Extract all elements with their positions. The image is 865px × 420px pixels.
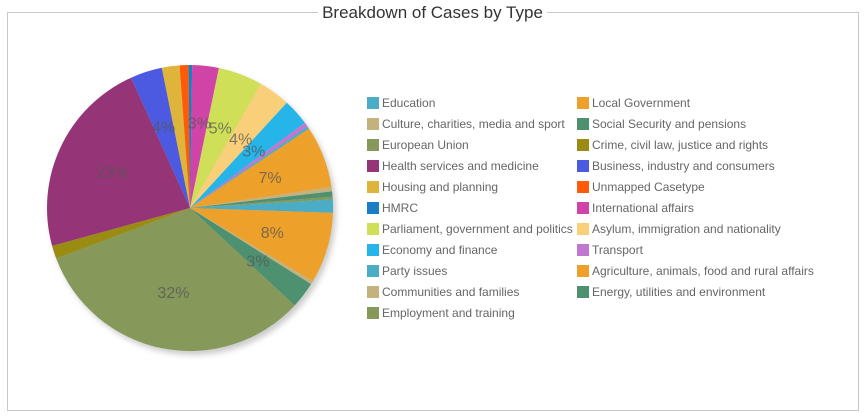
legend-label: Social Security and pensions [592, 117, 747, 131]
pie-slice[interactable] [190, 196, 333, 208]
legend-label: Communities and families [382, 285, 520, 299]
legend-label: Education [382, 96, 436, 110]
legend-swatch [577, 202, 589, 214]
pie-slice[interactable] [190, 83, 287, 208]
legend-swatch [367, 223, 379, 235]
legend-label: Employment and training [382, 306, 515, 320]
legend-label: Health services and medicine [382, 159, 539, 173]
slice-percent-label: 4% [152, 119, 175, 136]
legend-label: Business, industry and consumers [592, 159, 775, 173]
legend-label: Crime, civil law, justice and rights [592, 138, 769, 152]
pie-slice[interactable] [190, 191, 333, 208]
legend-label: Unmapped Casetype [592, 180, 705, 194]
legend-item[interactable]: Social Security and pensions [577, 117, 746, 131]
slice-percent-label: 3% [242, 144, 265, 161]
legend-swatch [367, 244, 379, 256]
legend-swatch [367, 286, 379, 298]
legend-swatch [577, 97, 589, 109]
legend-swatch [367, 202, 379, 214]
pie-slice[interactable] [131, 67, 190, 209]
legend-item[interactable]: Energy, utilities and environment [577, 285, 765, 299]
slice-percent-label: 4% [229, 132, 252, 149]
legend-item[interactable]: Culture, charities, media and sport [367, 117, 565, 131]
legend-item[interactable]: Communities and families [367, 285, 519, 299]
pie-slice[interactable] [190, 126, 309, 208]
legend-item[interactable]: Crime, civil law, justice and rights [577, 138, 768, 152]
legend-item[interactable]: Party issues [367, 264, 447, 278]
legend-swatch [367, 265, 379, 277]
legend-label: Culture, charities, media and sport [382, 117, 565, 131]
pie-slice[interactable] [190, 65, 219, 208]
legend-swatch [577, 118, 589, 130]
pie-slice[interactable] [190, 208, 333, 282]
legend-label: Parliament, government and politics [382, 222, 573, 236]
legend-item[interactable]: Health services and medicine [367, 159, 539, 173]
pie-slice[interactable] [190, 128, 332, 208]
legend-label: Economy and finance [382, 243, 498, 257]
legend-swatch [577, 286, 589, 298]
legend-item[interactable]: Business, industry and consumers [577, 159, 775, 173]
legend-item[interactable]: International affairs [577, 201, 694, 215]
pie-slice[interactable] [190, 102, 305, 208]
slice-percent-label: 7% [258, 170, 281, 187]
slice-percent-label: 5% [209, 121, 232, 138]
slice-percent-label: 23% [96, 165, 128, 182]
legend-swatch [577, 160, 589, 172]
slice-percent-label: 8% [261, 225, 284, 242]
legend-label: Energy, utilities and environment [592, 285, 766, 299]
legend-item[interactable]: Agriculture, animals, food and rural aff… [577, 264, 814, 278]
legend-label: HMRC [382, 201, 418, 215]
legend-label: Housing and planning [382, 180, 499, 194]
pie-slice[interactable] [190, 67, 261, 208]
legend-swatch [367, 160, 379, 172]
legend-swatch [577, 244, 589, 256]
legend-item[interactable]: European Union [367, 138, 469, 152]
legend-swatch [367, 307, 379, 319]
legend-swatch [367, 181, 379, 193]
legend-label: Local Government [592, 96, 691, 110]
pie-slice[interactable] [161, 65, 190, 208]
legend-label: Party issues [382, 264, 448, 278]
legend-item[interactable]: Unmapped Casetype [577, 180, 705, 194]
legend-item[interactable]: Parliament, government and politics [367, 222, 573, 236]
legend-label: Agriculture, animals, food and rural aff… [592, 264, 814, 278]
chart-title: Breakdown of Cases by Type [0, 3, 865, 23]
pie-slice[interactable] [179, 65, 190, 209]
pie-slice[interactable] [190, 208, 312, 306]
slice-percent-label: 32% [157, 285, 189, 302]
legend-swatch [367, 97, 379, 109]
pie-slice[interactable] [52, 208, 190, 259]
legend-swatch [367, 139, 379, 151]
pie-slice[interactable] [190, 199, 333, 213]
legend-item[interactable]: Transport [577, 243, 643, 257]
legend-item[interactable]: Employment and training [367, 306, 515, 320]
legend-item[interactable]: Education [367, 96, 435, 110]
legend-label: European Union [382, 138, 469, 152]
legend-item[interactable]: Local Government [577, 96, 690, 110]
slice-percent-label: 3% [188, 116, 211, 133]
legend-swatch [367, 118, 379, 130]
slice-percent-label: 3% [246, 253, 269, 270]
pie-slice[interactable] [190, 208, 313, 285]
legend-item[interactable]: Asylum, immigration and nationality [577, 222, 781, 236]
pie-slice[interactable] [46, 77, 190, 246]
legend-swatch [577, 139, 589, 151]
legend-label: Asylum, immigration and nationality [592, 222, 781, 236]
legend-item[interactable]: HMRC [367, 201, 418, 215]
pie-slice[interactable] [56, 208, 295, 351]
legend-swatch [577, 223, 589, 235]
pie-slice[interactable] [190, 186, 333, 208]
legend-label: International affairs [592, 201, 694, 215]
legend-item[interactable]: Economy and finance [367, 243, 497, 257]
legend-label: Transport [592, 243, 643, 257]
legend-swatch [577, 181, 589, 193]
pie-slice[interactable] [190, 122, 308, 208]
legend-item[interactable]: Housing and planning [367, 180, 498, 194]
pie-slice[interactable] [188, 65, 193, 208]
legend-swatch [577, 265, 589, 277]
